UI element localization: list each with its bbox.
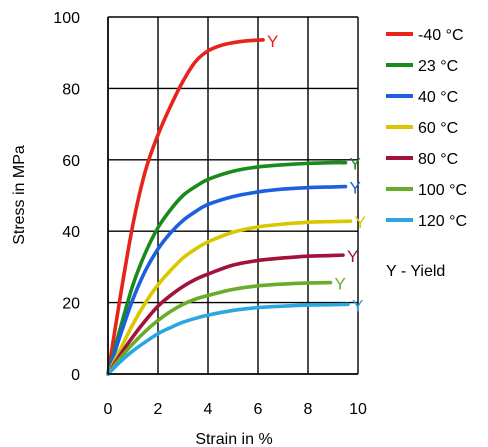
yield-note: Y - Yield xyxy=(386,263,445,280)
series-line-1 xyxy=(106,160,348,376)
series-line-2 xyxy=(106,184,348,376)
y-tick-label-1: 20 xyxy=(62,296,80,313)
yield-label-2: Y xyxy=(350,179,361,198)
legend: -40 °C 23 °C 40 °C 60 °C 80 °C 100 °C 120 °C xyxy=(386,27,467,230)
axes xyxy=(107,17,358,375)
yield-label-1: Y xyxy=(350,155,361,174)
y-tick-label-5: 100 xyxy=(53,10,80,27)
yield-label-4: Y xyxy=(347,247,358,266)
x-tick-label-1: 2 xyxy=(154,401,163,418)
curves xyxy=(106,38,353,376)
y-tick-label-2: 40 xyxy=(62,224,80,241)
grid xyxy=(107,16,359,375)
x-axis-title: Strain in % xyxy=(195,431,272,447)
y-tick-labels: 0 20 40 60 80 100 xyxy=(53,10,80,384)
y-axis-title: Stress in MPa xyxy=(11,145,28,245)
series-line-3 xyxy=(106,219,353,376)
legend-label-3: 60 °C xyxy=(418,120,458,137)
x-tick-label-4: 8 xyxy=(304,401,313,418)
series-line-4 xyxy=(106,253,345,376)
series-line-0 xyxy=(106,38,265,376)
x-tick-label-2: 4 xyxy=(204,401,213,418)
yield-label-5: Y xyxy=(335,275,346,294)
legend-label-2: 40 °C xyxy=(418,89,458,106)
legend-label-6: 120 °C xyxy=(418,213,467,230)
legend-label-1: 23 °C xyxy=(418,58,458,75)
legend-label-5: 100 °C xyxy=(418,182,467,199)
x-tick-label-0: 0 xyxy=(104,401,113,418)
y-tick-label-3: 60 xyxy=(62,153,80,170)
series-line-6 xyxy=(106,302,350,376)
yield-label-6: Y xyxy=(352,296,363,315)
x-tick-label-3: 6 xyxy=(254,401,263,418)
legend-label-4: 80 °C xyxy=(418,151,458,168)
legend-label-0: -40 °C xyxy=(418,27,464,44)
y-tick-label-0: 0 xyxy=(71,367,80,384)
x-tick-label-5: 10 xyxy=(349,401,367,418)
y-tick-label-4: 80 xyxy=(62,81,80,98)
yield-label-0: Y xyxy=(267,32,278,51)
series-line-5 xyxy=(106,280,333,376)
yield-label-3: Y xyxy=(355,213,366,232)
x-tick-labels: 0 2 4 6 8 10 xyxy=(104,401,367,418)
